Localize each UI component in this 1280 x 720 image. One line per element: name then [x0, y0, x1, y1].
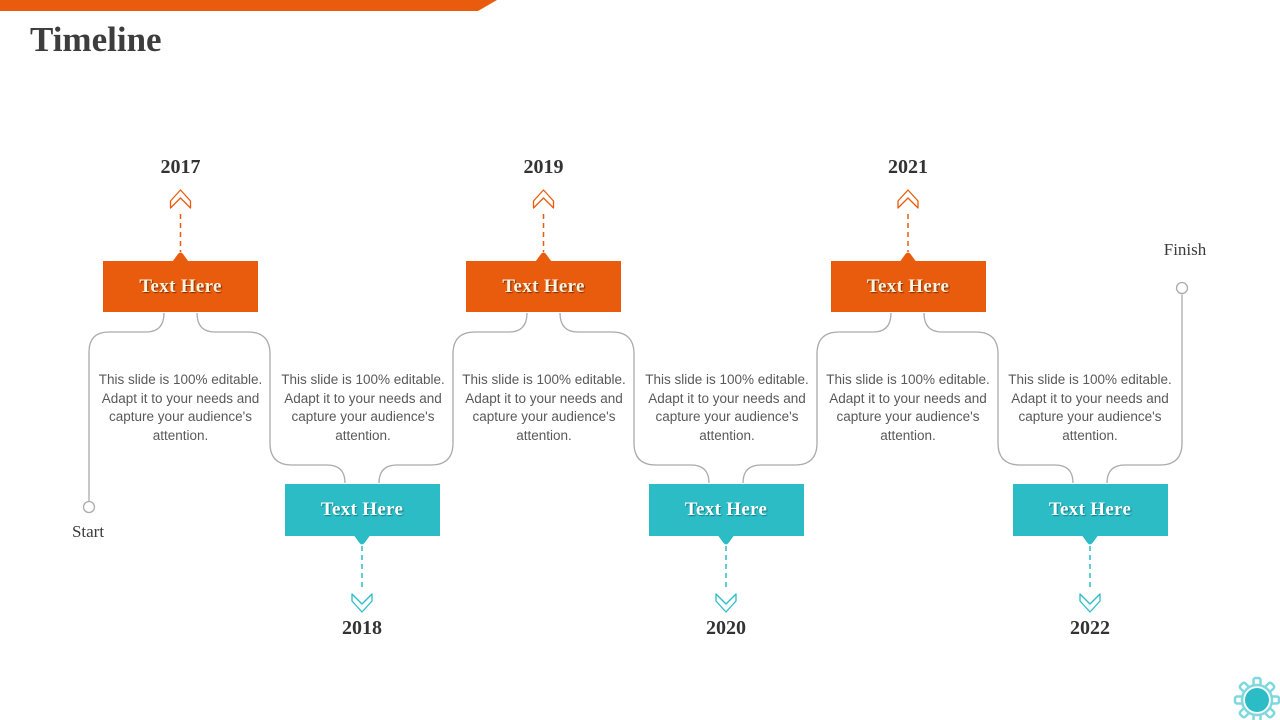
box-top-bump	[900, 252, 916, 262]
description-text[interactable]: This slide is 100% editable. Adapt it to…	[1008, 372, 1172, 443]
milestone-box-label: Text Here	[684, 499, 768, 520]
finish-circle	[1175, 281, 1189, 295]
chevron-up-icon	[897, 189, 919, 209]
box-bottom-bump	[718, 535, 734, 545]
year-label-2021[interactable]: 2021	[888, 156, 928, 178]
box-top-bump	[172, 252, 189, 262]
gear-icon	[1233, 676, 1280, 720]
chevron-down-icon	[715, 593, 737, 613]
milestone-box-2019[interactable]: Text Here	[466, 261, 621, 312]
milestone-box-label: Text Here	[502, 275, 585, 297]
year-label-2018[interactable]: 2018	[342, 617, 382, 639]
orange-box-bumps	[172, 252, 916, 262]
year-label-2022[interactable]: 2022	[1070, 617, 1110, 639]
description-text[interactable]: This slide is 100% editable. Adapt it to…	[645, 372, 809, 443]
description-text[interactable]: This slide is 100% editable. Adapt it to…	[826, 372, 990, 443]
start-circle	[82, 500, 96, 514]
description-text[interactable]: This slide is 100% editable. Adapt it to…	[462, 372, 626, 443]
milestone-box-2018[interactable]: Text Here	[284, 484, 440, 536]
serpentine-connector-path	[88, 294, 1183, 502]
orange-dashed-connectors	[179, 214, 909, 252]
chevron-up-icon	[169, 189, 192, 209]
box-top-bump	[535, 252, 552, 262]
milestone-box-2020[interactable]: Text Here	[648, 484, 804, 536]
chevron-up-icon	[532, 189, 555, 209]
milestone-box-label: Text Here	[1048, 499, 1132, 520]
description-text[interactable]: This slide is 100% editable. Adapt it to…	[281, 372, 445, 443]
chevron-down-icon	[351, 593, 373, 613]
milestone-box-2022[interactable]: Text Here	[1012, 484, 1168, 536]
box-bottom-bump	[354, 535, 370, 545]
teal-box-bumps	[354, 535, 1098, 545]
chevron-down-icons	[351, 593, 1101, 613]
finish-label[interactable]: Finish	[1163, 240, 1207, 259]
page-title[interactable]: Timeline	[30, 20, 162, 59]
year-label-2017[interactable]: 2017	[160, 156, 201, 178]
milestone-box-label: Text Here	[866, 275, 950, 297]
top-accent-bar	[0, 0, 497, 11]
box-bottom-bump	[1082, 535, 1098, 545]
description-text[interactable]: This slide is 100% editable. Adapt it to…	[98, 372, 263, 443]
milestone-box-2017[interactable]: Text Here	[103, 261, 258, 312]
milestone-box-2021[interactable]: Text Here	[830, 261, 986, 312]
chevron-up-icons	[169, 189, 919, 209]
year-label-2019[interactable]: 2019	[523, 156, 564, 178]
start-label[interactable]: Start	[71, 522, 105, 541]
teal-dashed-connectors	[361, 546, 1091, 590]
year-label-2020[interactable]: 2020	[706, 617, 746, 639]
chevron-down-icon	[1079, 593, 1101, 613]
milestone-box-label: Text Here	[139, 275, 222, 297]
milestone-box-label: Text Here	[320, 499, 404, 520]
